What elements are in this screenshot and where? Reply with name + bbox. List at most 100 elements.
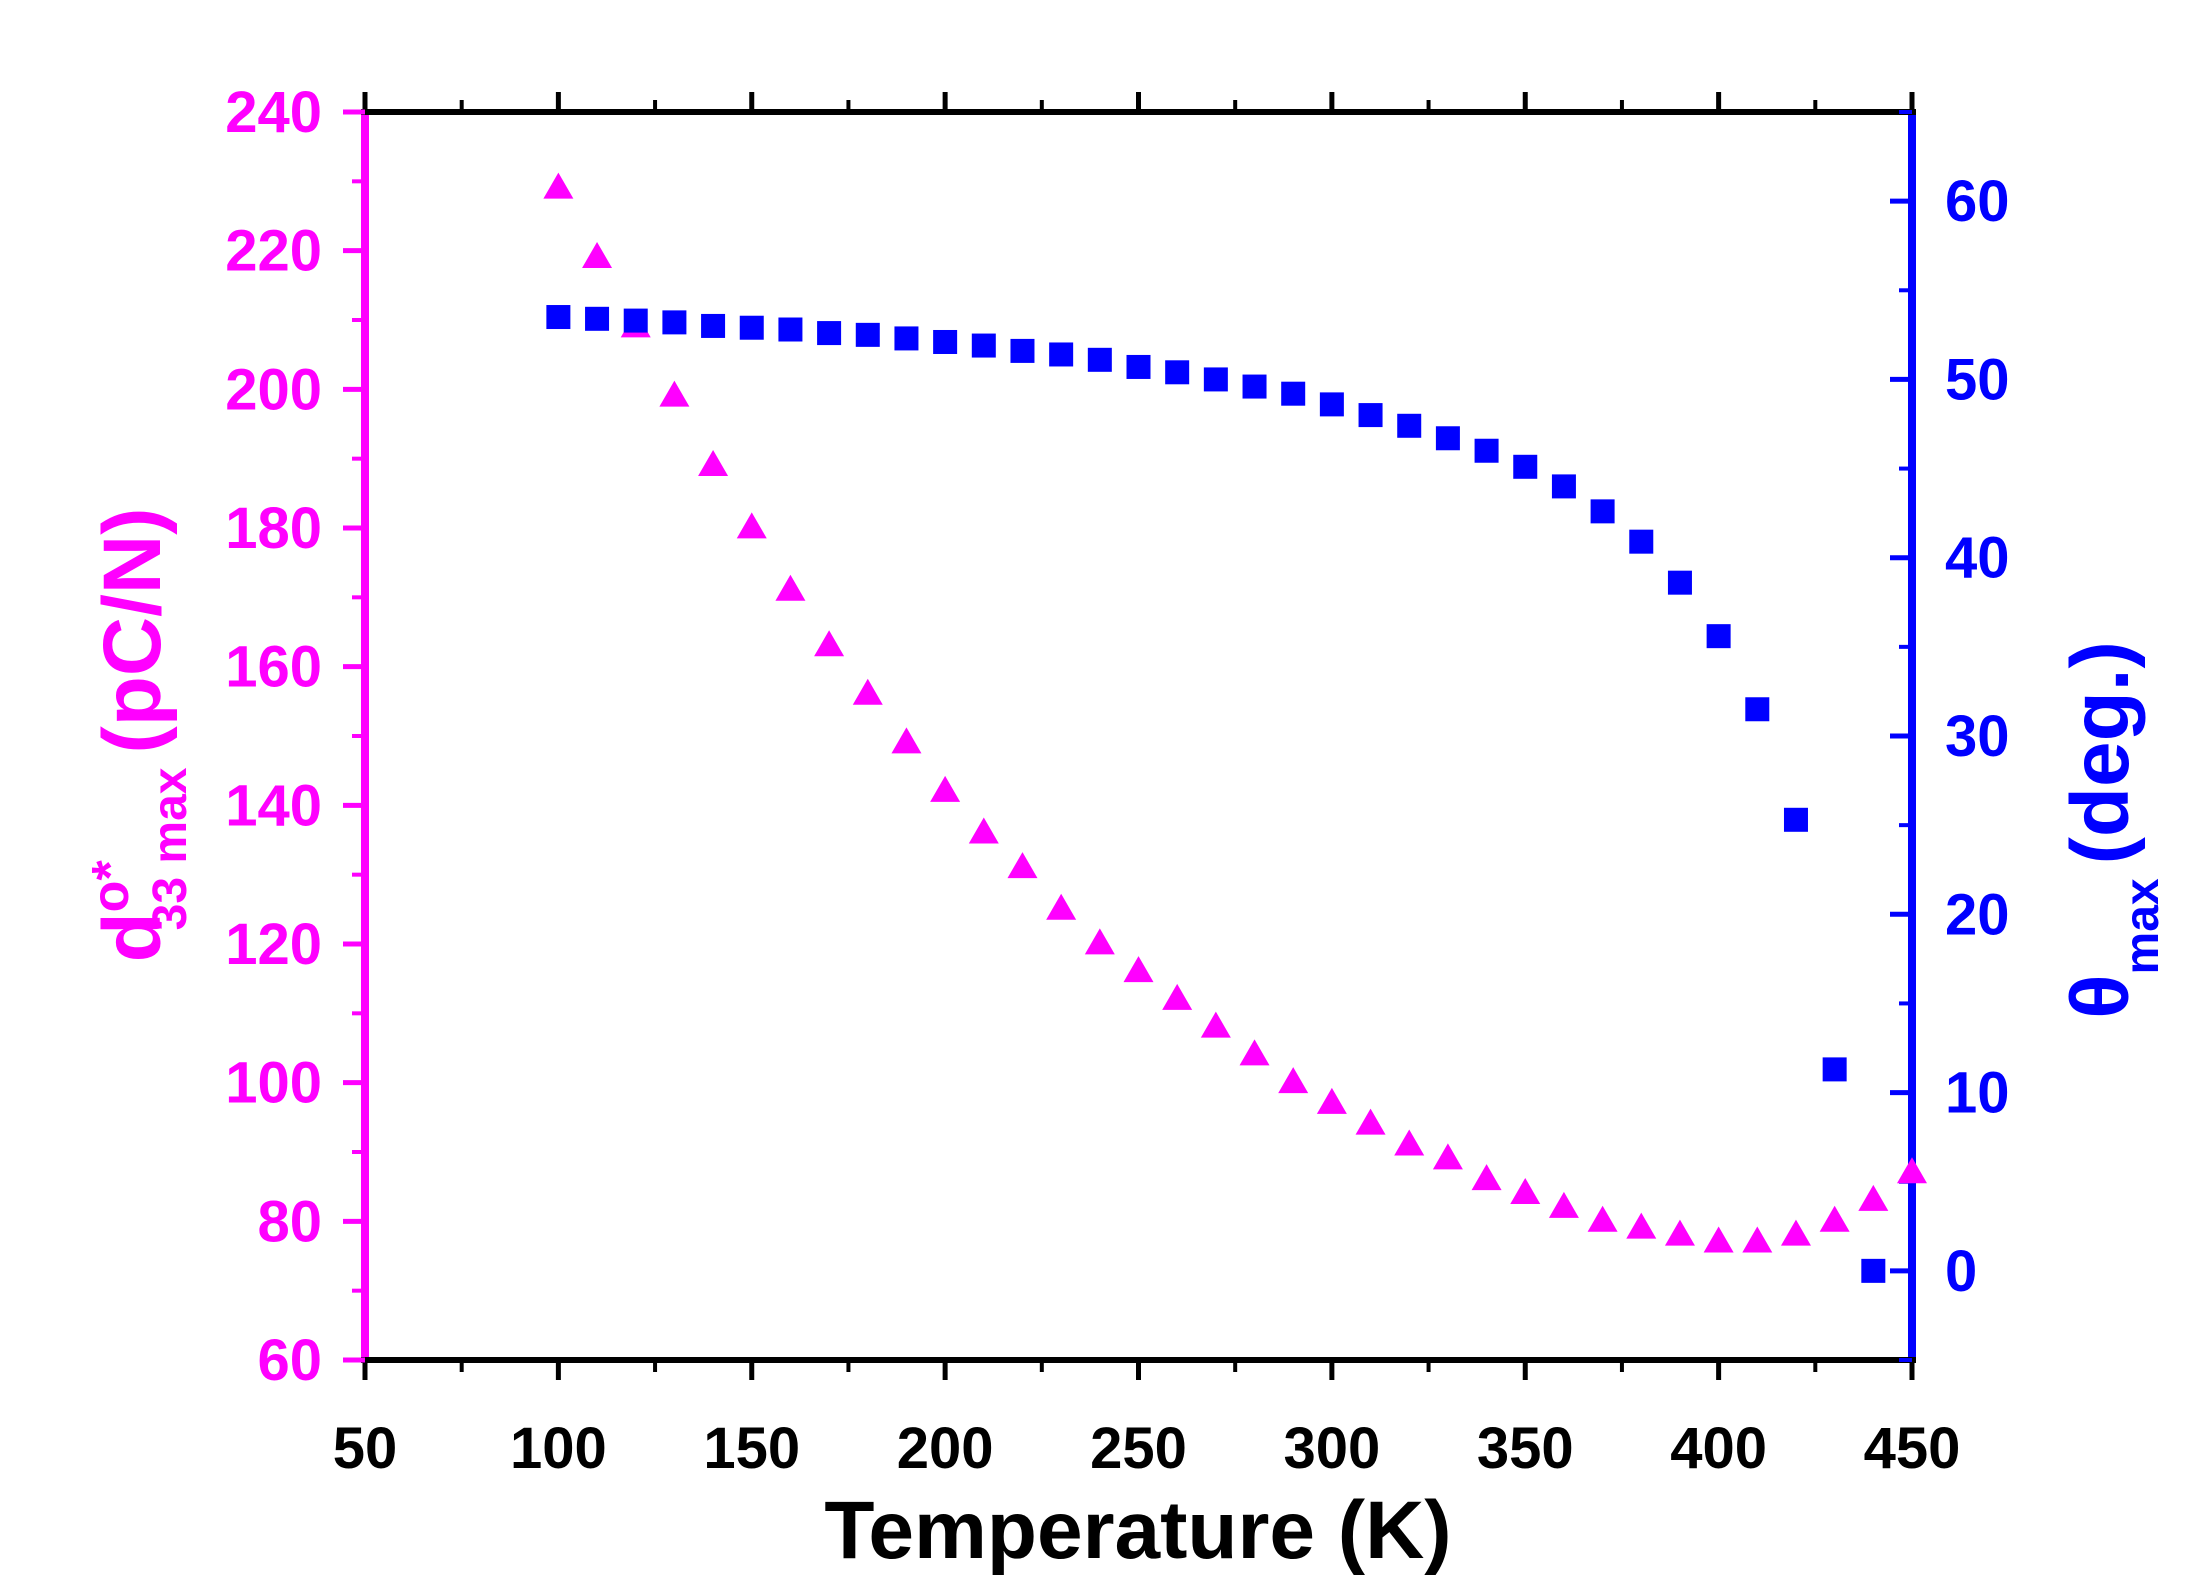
triangle-marker [1780,1219,1811,1246]
left-y-label-main: d [87,912,178,962]
square-marker [1551,474,1576,499]
triangle-marker [1819,1205,1850,1232]
square-marker [1667,570,1692,595]
left-tick-label: 100 [225,1051,322,1116]
x-tick-label: 350 [1477,1416,1574,1481]
right-tick-label: 30 [1945,704,2010,769]
square-marker [1049,342,1074,367]
triangle-marker [1200,1011,1231,1038]
square-marker [546,305,571,330]
right-y-label-subscript: max [2116,878,2169,974]
left-tick-label: 160 [225,635,322,700]
triangle-marker [1278,1067,1309,1094]
left-tick-label: 140 [225,773,322,838]
square-marker [1822,1057,1847,1082]
triangle-marker [1664,1219,1695,1246]
square-marker [739,315,764,340]
right-tick-label: 10 [1945,1061,2010,1126]
triangle-marker [1046,893,1077,920]
triangle-marker [968,817,999,844]
right-y-axis-label: θmax (deg.) [2055,641,2169,1019]
triangle-marker [1626,1212,1657,1239]
square-marker [1435,426,1460,451]
x-tick-label: 250 [1090,1416,1187,1481]
triangle-marker [736,512,767,539]
triangle-marker [1471,1164,1502,1191]
square-marker [1203,367,1228,392]
triangle-marker [1394,1129,1425,1156]
square-marker [817,321,842,346]
square-marker [1474,438,1499,463]
right-tick-label: 50 [1945,347,2010,412]
x-tick-label: 100 [510,1416,607,1481]
x-axis-label: Temperature (K) [824,1485,1451,1576]
square-marker [1358,403,1383,428]
triangle-marker [582,242,613,268]
triangle-marker [1742,1226,1773,1253]
square-marker [971,333,996,358]
x-tick-label: 450 [1864,1416,1961,1481]
triangle-marker [891,727,922,754]
left-tick-label: 80 [257,1189,322,1254]
markers-group [543,172,1927,1283]
triangle-marker [1703,1226,1734,1253]
triangle-marker [543,172,574,199]
triangle-marker [852,678,883,705]
x-tick-label: 150 [703,1416,800,1481]
triangle-marker [659,380,690,407]
square-marker [933,329,958,354]
square-marker [1126,354,1151,379]
square-marker [1513,454,1538,479]
triangle-marker [1316,1087,1347,1114]
triangle-marker [1239,1039,1270,1066]
square-marker [1319,392,1344,417]
square-marker [1629,529,1654,554]
triangle-marker [1587,1205,1618,1232]
square-marker [585,306,610,331]
x-tick-label: 200 [897,1416,994,1481]
left-tick-label: 180 [225,496,322,561]
triangle-marker [698,450,729,476]
square-marker [1242,374,1267,399]
left-y-label-superscript: o* [82,860,140,913]
square-marker [1087,347,1112,372]
x-tick-label: 300 [1283,1416,1380,1481]
left-y-label-unit: (pC/N) [87,508,178,754]
triangle-marker [1548,1191,1579,1218]
left-tick-label: 240 [225,80,322,145]
square-marker [1590,499,1615,524]
square-marker [662,310,687,335]
square-marker [1783,807,1808,832]
square-marker [778,317,803,342]
tick-labels-group: 50 100 150 200 250 300 350 400 45060801001201401… [225,80,2009,1481]
right-tick-label: 0 [1945,1239,1977,1304]
left-tick-label: 120 [225,912,322,977]
square-marker [1397,413,1422,438]
right-tick-label: 20 [1945,882,2010,947]
triangle-marker [1007,852,1038,879]
square-marker [1010,338,1035,363]
square-marker [1745,697,1770,722]
square-marker [894,326,919,351]
left-tick-label: 220 [225,219,322,284]
triangle-marker [930,775,961,802]
triangle-marker [1897,1157,1927,1184]
square-marker [701,313,726,338]
right-tick-label: 40 [1945,526,2010,591]
triangle-marker [1355,1108,1386,1135]
triangle-marker [1510,1178,1541,1204]
x-tick-label: 400 [1670,1416,1767,1481]
x-tick-label: 50 [333,1416,398,1481]
square-marker [855,322,880,347]
ticks-group [343,92,1915,1380]
square-marker [623,308,648,333]
left-y-axis-label: do*33 max (pC/N) [82,508,197,963]
triangle-marker [814,630,845,657]
right-y-label-main: θ [2055,974,2146,1018]
square-marker [1281,381,1306,406]
triangle-marker [1432,1143,1463,1170]
square-marker [1861,1258,1886,1283]
square-marker [1706,624,1731,649]
square-marker [1165,360,1190,385]
